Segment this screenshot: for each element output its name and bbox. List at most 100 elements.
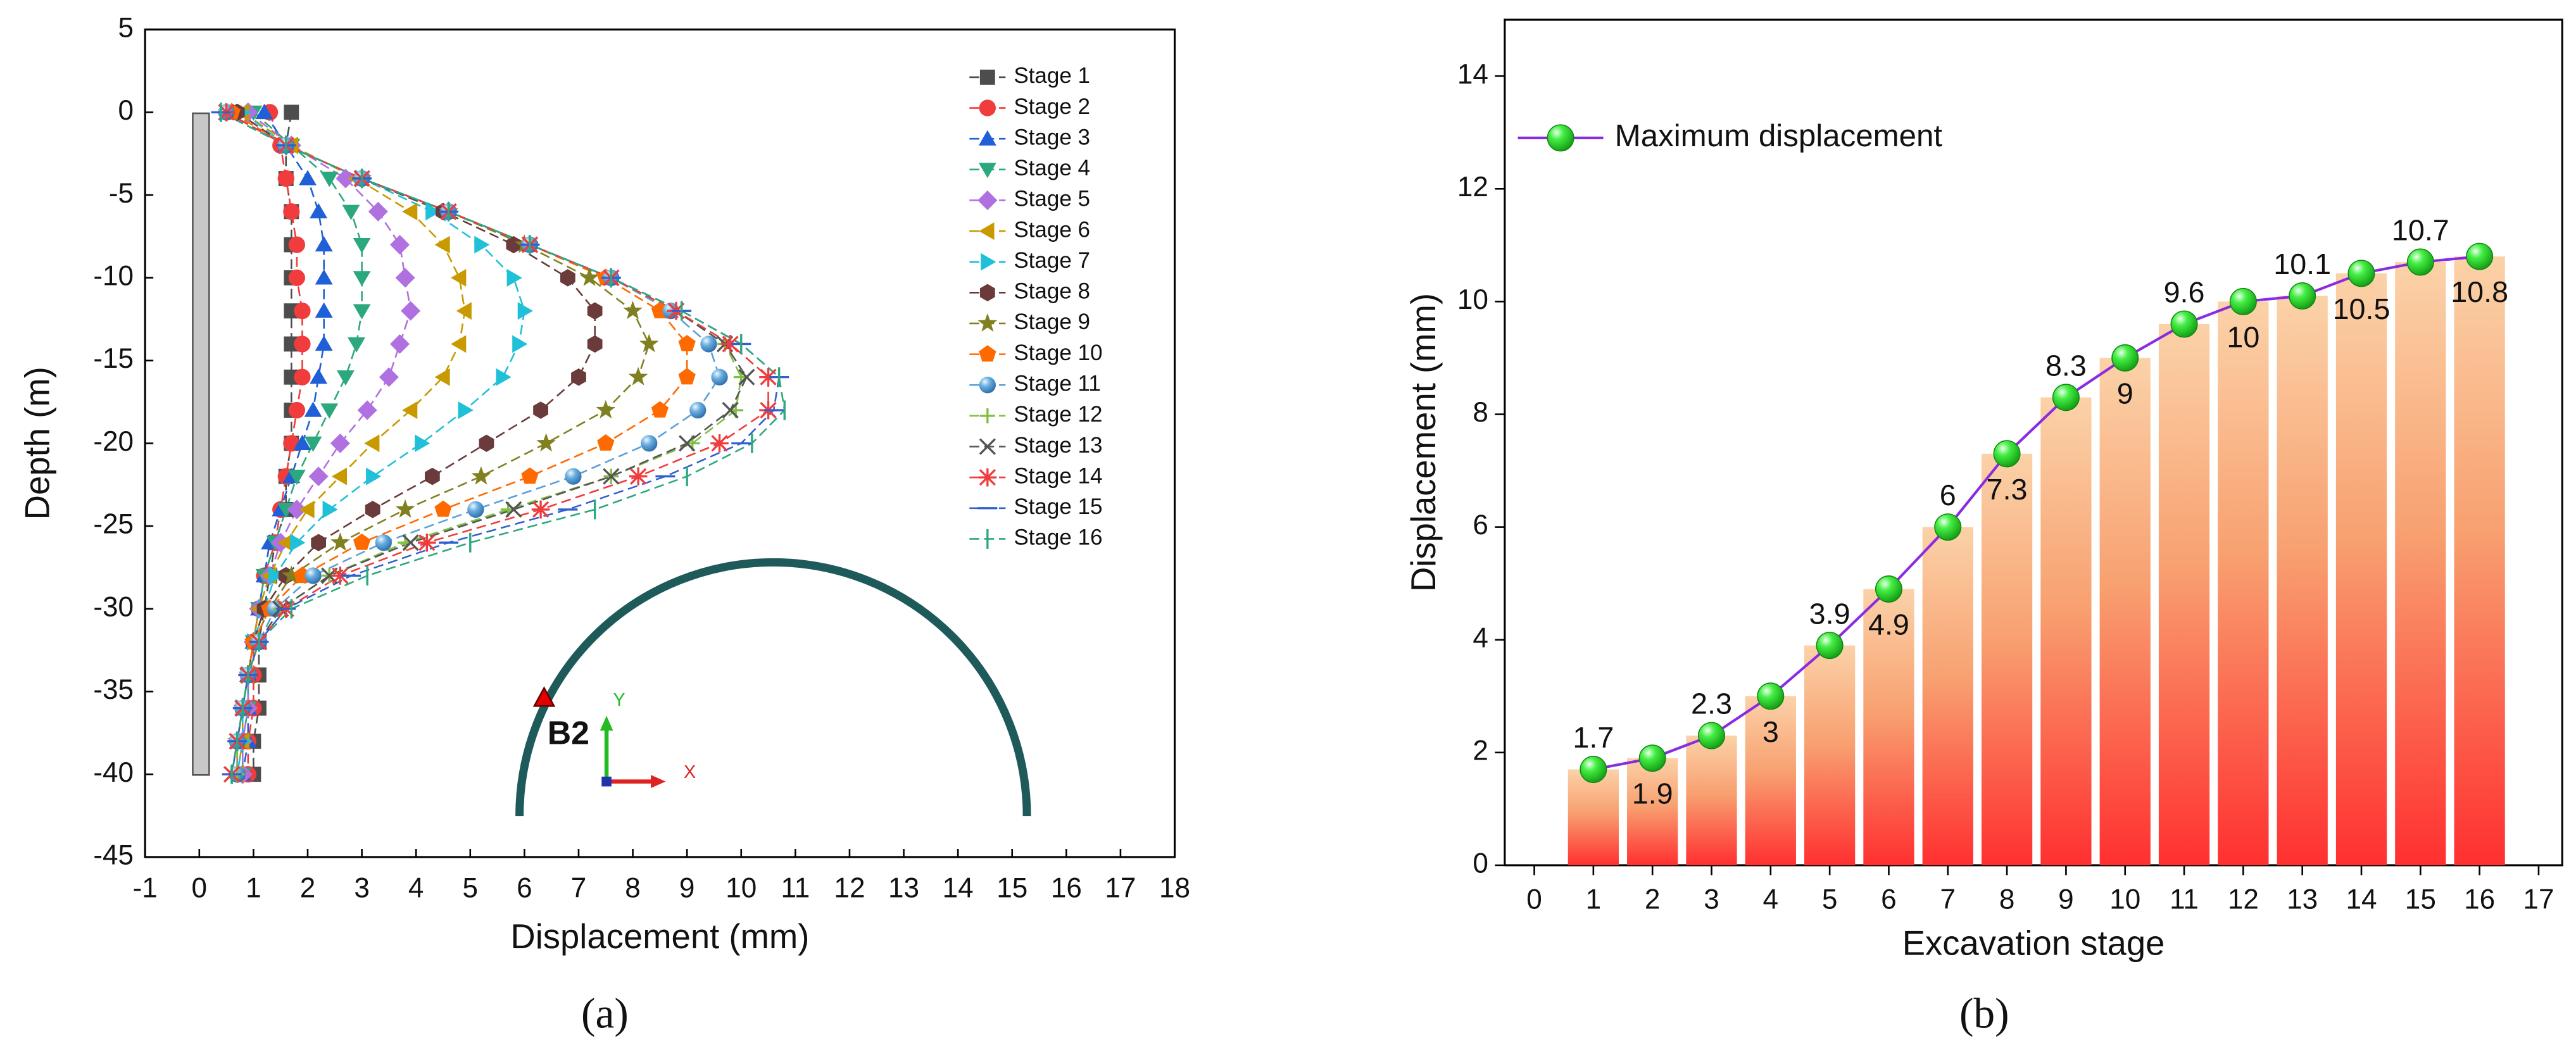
- x-tick-label: 0: [192, 872, 208, 903]
- value-label: 2.3: [1691, 687, 1732, 720]
- bar: [2040, 397, 2092, 865]
- x-tick-label: 7: [1940, 884, 1956, 915]
- marker: [479, 434, 494, 453]
- value-label: 3: [1762, 715, 1779, 748]
- marker: [268, 567, 284, 585]
- bar: [1922, 527, 1973, 865]
- marker: [331, 567, 349, 585]
- x-tick-label: 14: [943, 872, 974, 903]
- bar: [1863, 589, 1914, 865]
- value-label: 6: [1940, 479, 1956, 511]
- marker: [505, 501, 522, 518]
- legend-label: Stage 5: [1014, 187, 1090, 211]
- x-tick-label: -1: [133, 872, 158, 903]
- legend-label: Stage 11: [1014, 371, 1101, 396]
- value-label: 9: [2117, 377, 2133, 410]
- value-label: 1.9: [1632, 777, 1673, 810]
- y-tick-label: 14: [1457, 59, 1488, 90]
- value-label: 3.9: [1809, 597, 1850, 630]
- value-label: 10: [2227, 320, 2259, 353]
- marker: [434, 368, 450, 386]
- marker: [365, 501, 380, 518]
- marker: [1638, 744, 1666, 772]
- y-tick-label: -5: [109, 178, 134, 209]
- marker: [512, 335, 528, 353]
- marker: [2111, 344, 2139, 372]
- legend-marker: [977, 190, 998, 210]
- legend-marker: [979, 222, 995, 241]
- marker: [353, 533, 371, 550]
- marker: [315, 302, 333, 318]
- bar: [1745, 696, 1796, 865]
- bar: [2099, 358, 2151, 865]
- y-tick-label: 12: [1457, 172, 1488, 203]
- marker: [308, 467, 329, 487]
- marker: [1993, 440, 2021, 468]
- y-tick-label: -45: [93, 840, 134, 871]
- legend-marker: [978, 130, 996, 146]
- marker: [700, 335, 717, 353]
- marker: [288, 236, 306, 253]
- bar: [2454, 256, 2505, 865]
- y-tick-label: -25: [93, 509, 134, 540]
- marker: [628, 367, 648, 385]
- bar: [1627, 758, 1678, 865]
- y-axis-title: Depth (m): [18, 367, 57, 520]
- legend-label: Stage 2: [1014, 94, 1090, 119]
- marker: [320, 403, 339, 419]
- marker: [531, 500, 550, 519]
- bar: [1981, 453, 2033, 865]
- marker: [678, 368, 696, 385]
- legend-label: Maximum displacement: [1615, 118, 1943, 153]
- marker: [533, 401, 548, 419]
- x-tick-label: 13: [2287, 884, 2318, 915]
- y-tick-label: 8: [1473, 397, 1488, 428]
- x-tick-label: 3: [1704, 884, 1719, 915]
- marker: [366, 467, 382, 486]
- marker: [287, 499, 307, 520]
- marker: [2052, 384, 2080, 411]
- marker: [294, 368, 311, 385]
- value-label: 9.6: [2164, 276, 2205, 309]
- legend-label: Stage 12: [1014, 402, 1102, 427]
- marker: [560, 269, 575, 287]
- marker: [1816, 632, 1844, 660]
- x-axis-title: Displacement (mm): [510, 917, 809, 956]
- monitor-point-label: B2: [548, 715, 589, 751]
- marker: [1757, 682, 1785, 710]
- marker: [287, 469, 306, 486]
- legend-marker: [981, 253, 996, 271]
- value-label: 10.5: [2333, 292, 2391, 325]
- marker: [1580, 756, 1607, 784]
- axis-y-label: Y: [613, 690, 625, 710]
- marker: [1875, 575, 1902, 603]
- marker: [294, 303, 311, 320]
- marker: [283, 203, 300, 220]
- legend-label: Stage 15: [1014, 494, 1102, 519]
- marker: [434, 235, 450, 254]
- value-label: 10.1: [2273, 248, 2331, 280]
- x-tick-label: 6: [517, 872, 532, 903]
- legend-label: Stage 4: [1014, 156, 1090, 180]
- marker: [353, 304, 371, 320]
- marker: [474, 235, 490, 254]
- x-tick-label: 2: [300, 872, 316, 903]
- marker: [467, 501, 484, 518]
- marker: [305, 567, 322, 584]
- marker: [304, 436, 322, 452]
- marker: [299, 170, 317, 185]
- marker: [395, 268, 415, 288]
- x-tick-label: 17: [1105, 872, 1136, 903]
- marker: [402, 401, 418, 419]
- marker: [401, 301, 421, 321]
- marker: [434, 500, 452, 517]
- value-label: 4.9: [1868, 608, 1909, 641]
- x-tick-label: 0: [1526, 884, 1542, 915]
- marker: [402, 203, 418, 221]
- marker: [678, 335, 696, 352]
- marker: [710, 434, 729, 453]
- tunnel-outline: [515, 558, 1031, 817]
- value-label: 10.7: [2392, 214, 2449, 247]
- marker: [415, 434, 430, 453]
- x-tick-label: 1: [246, 872, 261, 903]
